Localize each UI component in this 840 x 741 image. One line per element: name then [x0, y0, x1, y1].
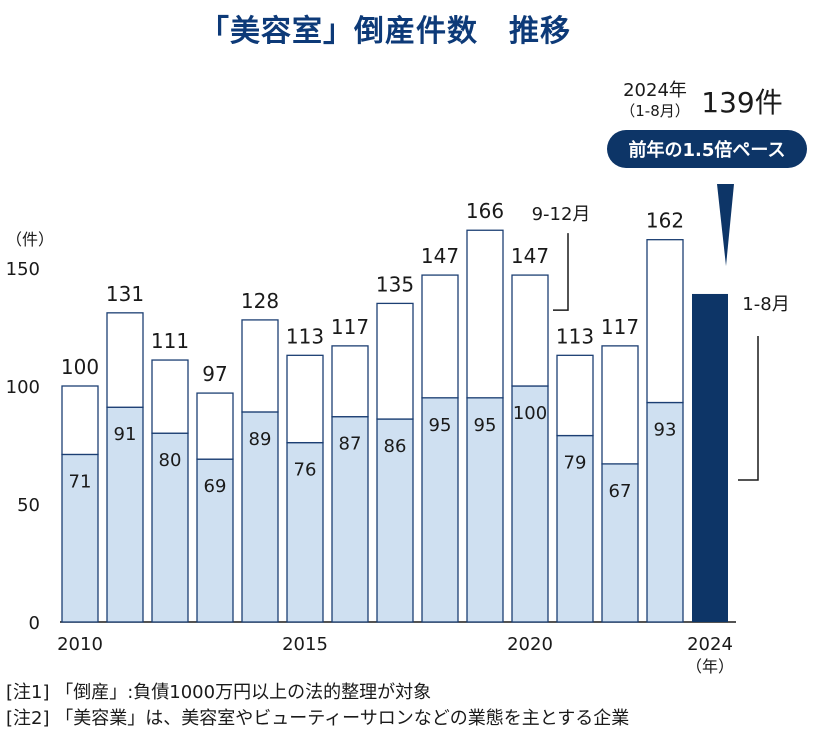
bar-total-value-label: 117 [331, 315, 369, 339]
bar-lower-value-label: 95 [429, 415, 452, 436]
bracket-2020 [553, 233, 569, 311]
callout-year-label: 2024年 [623, 80, 687, 101]
bar-total-value-label: 117 [601, 315, 639, 339]
bar-segment-upper [286, 354, 324, 444]
bar-lower-value-label: 93 [654, 420, 677, 441]
bar-segment-upper [61, 385, 99, 456]
bar-segment-upper [151, 359, 189, 434]
chart-title: 「美容室」倒産件数 推移 [199, 14, 571, 49]
footnote-2: [注2] 「美容業」は、美容室やビューティーサロンなどの業態を主とする企業 [6, 708, 630, 729]
callout-pointer [717, 184, 734, 266]
bar-segment-upper [421, 274, 459, 399]
bar-lower-value-label: 91 [114, 424, 137, 445]
bar-segment-lower [511, 385, 549, 623]
bar-total-value-label: 147 [511, 244, 549, 268]
bar-segment-upper [376, 302, 414, 420]
bar-segment-upper [601, 345, 639, 465]
bar-total-value-label: 97 [202, 362, 227, 386]
x-tick-label: 2015 [282, 634, 328, 655]
bar-segment-lower [61, 453, 99, 623]
bar-total-value-label: 113 [556, 324, 594, 348]
bar-segment-upper [196, 392, 234, 460]
labels-layer: 71 100 91 131 80 111 69 97 89 128 76 113 87 117 86 135 9… [61, 199, 684, 502]
bar-lower-value-label: 69 [204, 476, 227, 497]
bar-segment-lower [106, 406, 144, 623]
bar-total-value-label: 147 [421, 244, 459, 268]
bar-lower-value-label: 76 [294, 460, 317, 481]
callout-period-label: （1-8月） [620, 102, 690, 120]
bar-total-value-label: 162 [646, 209, 684, 233]
bar-lower-value-label: 86 [384, 436, 407, 457]
bar-lower-value-label: 87 [339, 434, 362, 455]
bar-segment-lower [286, 441, 324, 623]
bar-total-value-label: 113 [286, 324, 324, 348]
bar-total-value-label: 100 [61, 355, 99, 379]
bar-total-value-label: 128 [241, 289, 279, 313]
bar-total-value-label: 111 [151, 329, 189, 353]
bar-segment-upper [511, 274, 549, 387]
bar-segment-lower [376, 418, 414, 623]
bar-segment-upper [106, 312, 144, 408]
bar-segment-lower [331, 416, 369, 623]
bar-segment-lower [556, 434, 594, 623]
x-tick-label: 2010 [57, 634, 103, 655]
footnote-1: [注1] 「倒産」:負債1000万円以上の法的整理が対象 [6, 682, 432, 703]
bar-total-value-label: 166 [466, 199, 504, 223]
bar-segment-upper [646, 239, 684, 404]
callout-value-label: 139件 [701, 86, 782, 119]
bar-lower-value-label: 79 [564, 453, 587, 474]
x-unit-label: （年） [686, 657, 734, 676]
bar-segment-lower [466, 397, 504, 623]
bracket-label-2020: 9-12月 [532, 204, 591, 225]
y-tick-label: 150 [6, 259, 40, 280]
bar-lower-value-label: 95 [474, 415, 497, 436]
bar-lower-value-label: 71 [69, 471, 92, 492]
bar-segment-upper [466, 229, 504, 399]
bar-lower-value-label: 89 [249, 429, 272, 450]
y-unit-label: （件） [6, 230, 54, 249]
bar-segment-lower [646, 401, 684, 623]
y-tick-label: 0 [29, 613, 40, 634]
pace-badge [607, 130, 807, 168]
bar-total-value-label: 131 [106, 282, 144, 306]
bar-lower-value-label: 67 [609, 481, 632, 502]
bar-total-value-label: 135 [376, 272, 414, 296]
pace-badge-text: 前年の1.5倍ペース [629, 139, 786, 161]
bar-segment-upper [331, 345, 369, 418]
footnotes: [注1] 「倒産」:負債1000万円以上の法的整理が対象 [注2] 「美容業」は… [6, 680, 629, 732]
bars-layer [61, 229, 728, 623]
x-tick-label: 2024 [687, 634, 733, 655]
bar-segment-upper [241, 319, 279, 413]
bar-segment-lower [196, 458, 234, 623]
bar-segment-lower [151, 432, 189, 623]
bar-chart: （件） 0 50 100 150 2010 2015 2020 2024 （年） 71 100 91 1… [6, 80, 807, 676]
bracket-2024 [738, 335, 759, 481]
bar-segment-upper [556, 354, 594, 437]
bar-lower-value-label: 80 [159, 450, 182, 471]
bar-lower-value-label: 100 [513, 403, 547, 424]
bar-2024-partial [692, 293, 728, 622]
bar-segment-lower [601, 463, 639, 623]
y-tick-label: 50 [17, 495, 40, 516]
y-tick-label: 100 [6, 377, 40, 398]
bracket-label-2024: 1-8月 [742, 294, 789, 315]
bar-segment-lower [241, 411, 279, 623]
bar-segment-lower [421, 397, 459, 623]
x-tick-label: 2020 [507, 634, 553, 655]
